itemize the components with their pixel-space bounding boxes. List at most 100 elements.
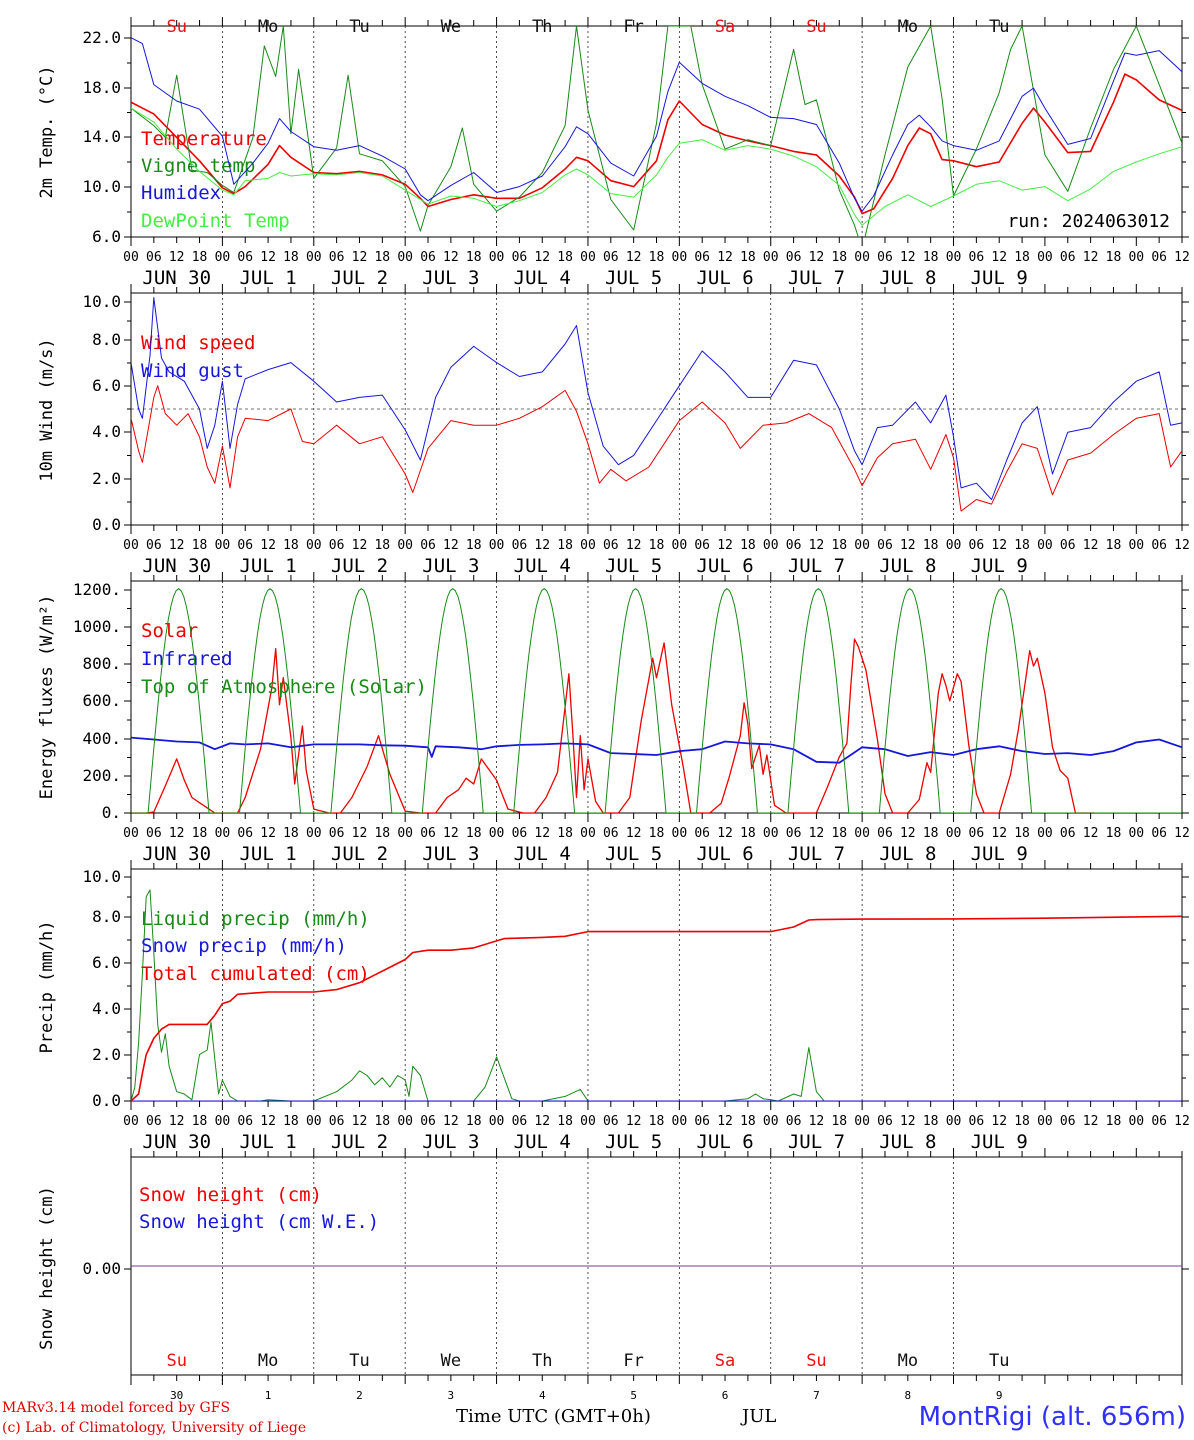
weekday-label-top: Tu xyxy=(349,17,369,37)
series-line-liquid-precip-mm-h xyxy=(131,889,1182,1101)
hour-tick-label: 06 xyxy=(329,1114,345,1129)
hour-tick-label: 06 xyxy=(877,826,893,841)
hour-tick-label: 12 xyxy=(991,826,1007,841)
hour-tick-label: 12 xyxy=(809,250,825,265)
hour-tick-label: 12 xyxy=(809,1114,825,1129)
day-label: JUL 8 xyxy=(879,555,936,577)
hour-tick-label: 18 xyxy=(1106,1114,1122,1129)
hour-tick-label: 06 xyxy=(1151,1114,1167,1129)
hour-tick-label: 06 xyxy=(1060,826,1076,841)
hour-tick-label: 00 xyxy=(946,826,962,841)
weekday-label-bottom: Su xyxy=(806,1351,826,1371)
y-tick-label: 22.0 xyxy=(82,28,121,47)
hour-tick-label: 06 xyxy=(786,250,802,265)
hour-tick-label: 18 xyxy=(283,250,299,265)
weekday-label-top: We xyxy=(441,17,461,37)
series-line-top-of-atmosphere-solar xyxy=(131,588,1182,813)
day-number-label: 5 xyxy=(630,1389,637,1402)
day-number-label: 1 xyxy=(265,1389,272,1402)
legend-entry: Snow precip (mm/h) xyxy=(141,935,347,957)
day-number-label: 3 xyxy=(448,1389,455,1402)
day-label: JUN 30 xyxy=(142,843,211,865)
hour-tick-label: 18 xyxy=(557,826,573,841)
hour-tick-label: 06 xyxy=(694,538,710,553)
hour-tick-label: 18 xyxy=(466,250,482,265)
y-tick-label: 600. xyxy=(82,691,121,710)
hour-tick-label: 12 xyxy=(1174,538,1190,553)
hour-tick-label: 18 xyxy=(740,538,756,553)
hour-tick-label: 06 xyxy=(146,250,162,265)
hour-tick-label: 00 xyxy=(1128,250,1144,265)
series-line-dewpoint-temp xyxy=(131,107,1182,226)
hour-tick-label: 18 xyxy=(831,1114,847,1129)
month-label: JUL xyxy=(742,1406,777,1427)
day-label: JUL 1 xyxy=(239,843,296,865)
hour-tick-label: 18 xyxy=(374,1114,390,1129)
y-tick-label: 200. xyxy=(82,766,121,785)
hour-tick-label: 18 xyxy=(831,826,847,841)
day-label: JUL 2 xyxy=(331,267,388,289)
hour-tick-label: 12 xyxy=(260,826,276,841)
hour-tick-label: 00 xyxy=(580,826,596,841)
day-label: JUL 7 xyxy=(788,267,845,289)
hour-tick-label: 00 xyxy=(215,538,231,553)
y-tick-label: 800. xyxy=(82,654,121,673)
hour-tick-label: 12 xyxy=(1174,826,1190,841)
hour-tick-label: 12 xyxy=(1174,1114,1190,1129)
legend-entry: Infrared xyxy=(141,648,233,670)
hour-tick-label: 12 xyxy=(260,250,276,265)
hour-tick-label: 00 xyxy=(397,826,413,841)
day-number-label: 6 xyxy=(722,1389,729,1402)
day-label: JUL 7 xyxy=(788,555,845,577)
weekday-label-bottom: Fr xyxy=(623,1351,643,1371)
hour-tick-label: 18 xyxy=(1106,250,1122,265)
hour-tick-label: 12 xyxy=(443,538,459,553)
hour-tick-label: 06 xyxy=(237,1114,253,1129)
run-annotation: run: 2024063012 xyxy=(1007,211,1170,232)
y-tick-label: 6.0 xyxy=(92,227,121,246)
weekday-label-bottom: Su xyxy=(166,1351,186,1371)
hour-tick-label: 00 xyxy=(854,826,870,841)
y-tick-label: 6.0 xyxy=(92,953,121,972)
day-label: JUN 30 xyxy=(142,1131,211,1153)
weekday-label-top: Mo xyxy=(898,17,918,37)
hour-tick-label: 00 xyxy=(489,1114,505,1129)
hour-tick-label: 06 xyxy=(420,538,436,553)
hour-tick-label: 18 xyxy=(1014,538,1030,553)
hour-tick-label: 06 xyxy=(1151,826,1167,841)
hour-tick-label: 00 xyxy=(397,250,413,265)
y-tick-label: 0. xyxy=(102,803,121,822)
hour-tick-label: 18 xyxy=(649,1114,665,1129)
hour-tick-label: 18 xyxy=(923,538,939,553)
day-label: JUL 4 xyxy=(514,555,571,577)
hour-tick-label: 18 xyxy=(1106,826,1122,841)
hour-tick-label: 06 xyxy=(603,1114,619,1129)
hour-tick-label: 00 xyxy=(306,826,322,841)
hour-tick-label: 12 xyxy=(626,1114,642,1129)
y-tick-label: 0.00 xyxy=(82,1259,121,1278)
hour-tick-label: 06 xyxy=(786,1114,802,1129)
hour-tick-label: 12 xyxy=(1083,250,1099,265)
hour-tick-label: 12 xyxy=(1083,1114,1099,1129)
hour-tick-label: 12 xyxy=(900,1114,916,1129)
hour-tick-label: 00 xyxy=(123,1114,139,1129)
hour-tick-label: 00 xyxy=(672,826,688,841)
hour-tick-label: 00 xyxy=(1128,538,1144,553)
hour-tick-label: 12 xyxy=(900,250,916,265)
x-axis-title: Time UTC (GMT+0h) xyxy=(456,1406,651,1427)
hour-tick-label: 00 xyxy=(306,1114,322,1129)
weekday-label-bottom: Th xyxy=(532,1351,552,1371)
hour-tick-label: 00 xyxy=(215,1114,231,1129)
hour-tick-label: 12 xyxy=(717,250,733,265)
hour-tick-label: 12 xyxy=(443,1114,459,1129)
legend-entry: Wind gust xyxy=(141,360,244,382)
legend-entry: Total cumulated (cm) xyxy=(141,963,370,985)
day-label: JUL 4 xyxy=(514,267,571,289)
day-number-label: 7 xyxy=(813,1389,820,1402)
hour-tick-label: 12 xyxy=(900,826,916,841)
hour-tick-label: 00 xyxy=(672,250,688,265)
hour-tick-label: 12 xyxy=(626,250,642,265)
hour-tick-label: 18 xyxy=(649,538,665,553)
hour-tick-label: 06 xyxy=(877,538,893,553)
